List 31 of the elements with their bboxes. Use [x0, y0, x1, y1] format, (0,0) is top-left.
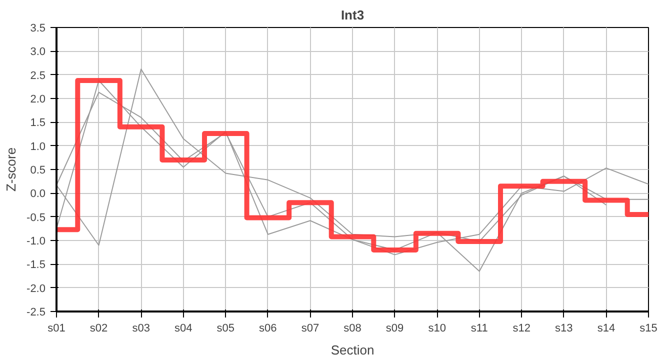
y-tick-label: -0.5	[26, 212, 46, 224]
x-tick-label: s15	[640, 322, 658, 334]
y-tick-label: 1.5	[30, 117, 46, 130]
chart-title: Int3	[340, 8, 364, 22]
x-tick-label: s11	[470, 322, 488, 334]
x-tick-label: s03	[132, 322, 150, 334]
x-tick-label: s05	[216, 322, 235, 334]
x-axis-title: Section	[330, 342, 374, 358]
x-tick-label: s12	[512, 322, 531, 334]
x-tick-label: s10	[428, 322, 446, 334]
x-tick-label: s07	[301, 322, 320, 334]
y-tick-label: 0.0	[30, 188, 46, 200]
x-tick-label: s04	[174, 322, 192, 334]
y-tick-label: -2.0	[26, 282, 46, 295]
y-tick-label: -1.0	[26, 236, 46, 248]
y-axis-title: Z-score	[4, 147, 19, 192]
x-tick-label: s08	[344, 322, 362, 334]
x-tick-label: s02	[90, 322, 108, 334]
x-tick-label: s09	[386, 322, 404, 334]
y-tick-label: 1.0	[30, 140, 46, 153]
x-tick-label: s01	[48, 322, 66, 334]
x-tick-label: s13	[555, 322, 573, 334]
y-tick-label: 2.0	[30, 94, 46, 106]
y-tick-label: -2.5	[26, 306, 46, 318]
y-tick-label: 2.5	[30, 70, 46, 82]
x-tick-label: s06	[259, 322, 277, 334]
x-tick-label: s14	[597, 322, 616, 334]
y-tick-label: 3.5	[30, 22, 46, 34]
y-tick-label: -1.5	[26, 259, 46, 272]
y-tick-label: 3.0	[30, 46, 46, 58]
y-tick-label: 0.5	[30, 164, 46, 176]
